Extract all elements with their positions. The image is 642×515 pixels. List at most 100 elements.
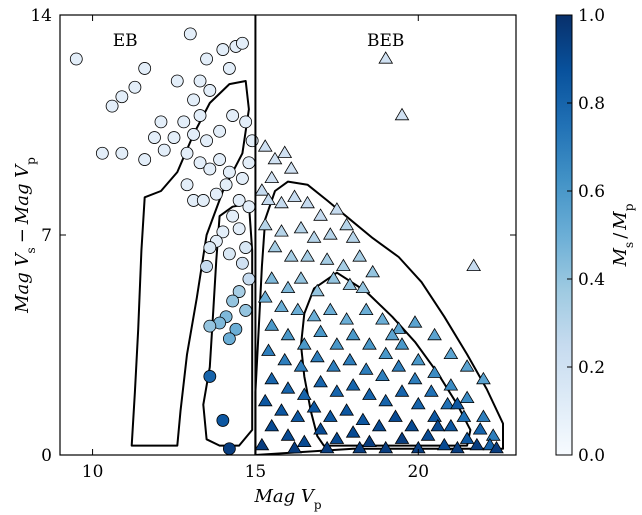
beb-point — [329, 384, 345, 397]
beb-point — [323, 302, 338, 316]
beb-point — [378, 346, 394, 360]
y-tick-label: 0 — [41, 446, 52, 466]
contour-line — [254, 180, 504, 455]
beb-point — [310, 283, 325, 297]
beb-point — [489, 440, 504, 454]
beb-point — [375, 312, 390, 325]
beb-point — [257, 217, 273, 231]
beb-point — [329, 431, 345, 444]
beb-point — [437, 437, 452, 451]
beb-point — [290, 409, 306, 422]
beb-point — [410, 352, 426, 366]
beb-point — [306, 308, 322, 322]
beb-point — [355, 412, 371, 426]
beb-point — [313, 374, 328, 388]
beb-point — [339, 403, 355, 416]
x-axis-label: Mag Vp — [253, 486, 321, 512]
beb-point — [280, 428, 296, 441]
eb-point — [226, 294, 240, 308]
eb-point — [239, 241, 253, 254]
eb-point — [196, 194, 210, 207]
beb-point — [427, 409, 442, 422]
beb-point — [407, 371, 423, 385]
eb-point — [239, 304, 253, 317]
beb-point — [296, 434, 312, 448]
beb-point — [283, 161, 299, 174]
eb-point — [235, 36, 249, 50]
beb-point — [456, 409, 472, 422]
eb-point — [193, 109, 207, 122]
eb-point — [216, 414, 230, 427]
beb-point — [283, 249, 299, 262]
colorbar — [555, 14, 573, 456]
beb-point — [267, 239, 283, 253]
eb-point — [203, 319, 217, 333]
beb-point — [404, 418, 420, 432]
colorbar-tick-label: 0.6 — [578, 182, 605, 202]
eb-point — [222, 442, 236, 455]
beb-point — [296, 337, 312, 350]
beb-point — [371, 418, 387, 432]
beb-points — [254, 51, 504, 454]
beb-point — [342, 352, 358, 366]
beb-point — [257, 290, 273, 303]
beb-point — [358, 302, 374, 316]
beb-point — [313, 208, 328, 221]
beb-point — [264, 318, 280, 331]
eb-points — [69, 27, 259, 455]
contour-line — [130, 80, 250, 447]
beb-point — [329, 202, 345, 215]
beb-point — [280, 381, 296, 394]
beb-point — [280, 327, 296, 341]
beb-point — [459, 390, 475, 404]
beb-point — [277, 352, 293, 366]
eb-point — [183, 27, 197, 41]
beb-point — [335, 258, 351, 272]
eb-point — [209, 187, 223, 201]
beb-point — [362, 387, 377, 400]
colorbar-tick-label: 0.0 — [578, 446, 605, 466]
beb-point — [459, 359, 475, 372]
eb-point — [157, 143, 171, 157]
contour-layer — [130, 80, 504, 455]
eb-point — [216, 225, 230, 239]
eb-point — [167, 131, 181, 144]
eb-point — [242, 200, 256, 214]
beb-point — [394, 384, 410, 397]
colorbar-tick-label: 0.2 — [578, 358, 605, 378]
region-labels: EB BEB — [113, 31, 405, 51]
x-tick-label: 10 — [82, 462, 104, 482]
eb-point — [200, 134, 213, 148]
beb-point — [329, 337, 345, 350]
beb-point — [427, 365, 442, 378]
beb-point — [313, 324, 328, 338]
beb-point — [345, 327, 361, 341]
beb-point — [443, 418, 459, 432]
beb-point — [394, 431, 410, 444]
beb-point — [254, 437, 270, 451]
beb-point — [323, 227, 338, 240]
beb-point — [339, 217, 355, 231]
eb-point — [200, 260, 213, 273]
beb-point — [420, 428, 436, 441]
eb-point — [170, 74, 184, 88]
beb-point — [290, 302, 306, 316]
beb-point — [391, 359, 407, 372]
beb-point — [313, 422, 328, 435]
beb-point — [319, 440, 335, 454]
eb-point — [226, 109, 240, 122]
x-tick-label: 15 — [245, 462, 267, 482]
beb-point — [264, 271, 280, 284]
eb-point — [216, 43, 230, 56]
eb-point — [180, 146, 194, 160]
y-axis-label: Mag Vs−Mag Vp — [12, 157, 38, 314]
eb-point — [232, 194, 246, 207]
eb-point — [242, 156, 256, 170]
beb-point — [440, 396, 455, 410]
beb-point — [430, 418, 446, 432]
beb-point — [459, 431, 475, 444]
beb-point — [306, 400, 322, 413]
eb-point — [193, 156, 207, 170]
beb-point — [427, 327, 442, 341]
y-ticks: 0 7 14 — [30, 6, 516, 466]
